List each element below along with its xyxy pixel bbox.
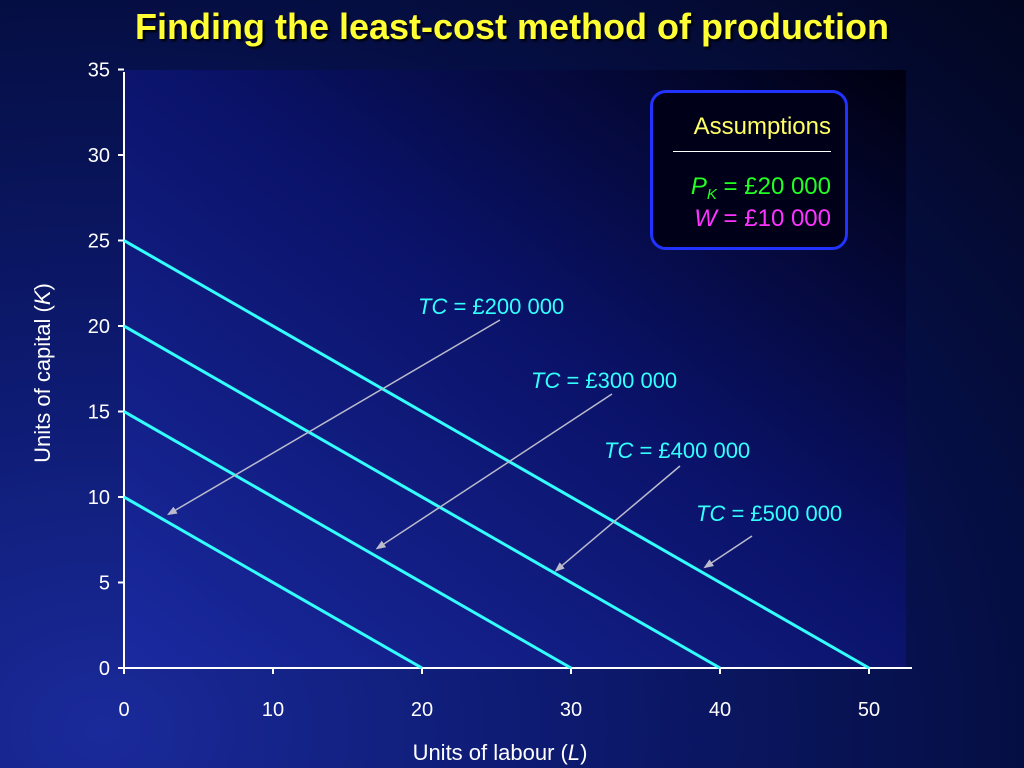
isocost-line-4 bbox=[123, 239, 870, 670]
x-tick-label: 10 bbox=[262, 699, 284, 721]
y-axis-label: Units of capital (K) bbox=[30, 283, 55, 463]
isocost-label-arrow-4 bbox=[703, 535, 753, 569]
isocost-label-arrow-3 bbox=[554, 465, 681, 572]
x-axis-label: Units of labour (L) bbox=[413, 740, 588, 765]
capital-price-assumption: PK = £20 000 bbox=[690, 173, 831, 203]
isocost-label-4: TC = £500 000 bbox=[696, 501, 842, 526]
assumptions-divider bbox=[673, 151, 831, 152]
x-tick-label: 0 bbox=[118, 699, 129, 721]
y-tick-label: 0 bbox=[99, 658, 110, 680]
y-tick-label: 35 bbox=[88, 60, 110, 82]
assumptions-title: Assumptions bbox=[693, 113, 831, 140]
isocost-label-1: TC = £200 000 bbox=[418, 294, 564, 319]
y-tick-label: 15 bbox=[88, 402, 110, 424]
isocost-line-2 bbox=[123, 410, 572, 670]
slide-title: Finding the least-cost method of product… bbox=[135, 6, 889, 47]
wage-assumption: W = £10 000 bbox=[694, 205, 831, 232]
isocost-line-3 bbox=[123, 324, 721, 670]
y-tick-label: 5 bbox=[99, 573, 110, 595]
x-tick-label: 50 bbox=[858, 699, 880, 721]
assumptions-box: Assumptions PK = £20 000 W = £10 000 bbox=[650, 90, 848, 250]
isocost-label-2: TC = £300 000 bbox=[531, 368, 677, 393]
y-tick-label: 20 bbox=[88, 316, 110, 338]
isocost-label-arrow-1 bbox=[166, 319, 501, 516]
x-tick-label: 30 bbox=[560, 699, 582, 721]
isocost-label-3: TC = £400 000 bbox=[604, 438, 750, 463]
y-tick-label: 25 bbox=[88, 231, 110, 253]
x-tick-label: 20 bbox=[411, 699, 433, 721]
x-tick-label: 40 bbox=[709, 699, 731, 721]
isocost-line-1 bbox=[123, 495, 423, 670]
y-tick-label: 10 bbox=[88, 487, 110, 509]
isocost-label-arrow-2 bbox=[375, 393, 613, 550]
y-tick-label: 30 bbox=[88, 145, 110, 167]
